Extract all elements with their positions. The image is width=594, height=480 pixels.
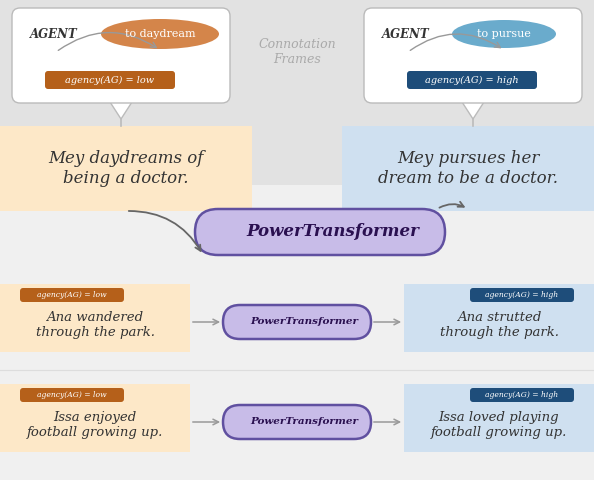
- FancyBboxPatch shape: [20, 388, 124, 402]
- Text: Mey daydreams of
being a doctor.: Mey daydreams of being a doctor.: [48, 150, 204, 187]
- Text: PowerTransformer: PowerTransformer: [246, 224, 419, 240]
- FancyBboxPatch shape: [342, 126, 594, 211]
- FancyBboxPatch shape: [45, 71, 175, 89]
- Text: Connotation
Frames: Connotation Frames: [258, 38, 336, 66]
- FancyBboxPatch shape: [20, 288, 124, 302]
- Text: Ana strutted
through the park.: Ana strutted through the park.: [440, 311, 558, 339]
- Text: Issa loved playing
football growing up.: Issa loved playing football growing up.: [431, 411, 567, 439]
- Text: PowerTransformer: PowerTransformer: [251, 418, 358, 427]
- FancyBboxPatch shape: [223, 305, 371, 339]
- Polygon shape: [462, 102, 484, 119]
- Text: to daydream: to daydream: [125, 29, 195, 39]
- FancyBboxPatch shape: [364, 8, 582, 103]
- Text: agency(AG) = high: agency(AG) = high: [485, 291, 558, 299]
- Text: AGENT: AGENT: [382, 27, 429, 40]
- FancyBboxPatch shape: [404, 384, 594, 452]
- Text: Issa enjoyed
football growing up.: Issa enjoyed football growing up.: [27, 411, 163, 439]
- Text: agency(AG) = high: agency(AG) = high: [425, 75, 519, 84]
- Text: to pursue: to pursue: [477, 29, 531, 39]
- Text: AGENT: AGENT: [30, 27, 78, 40]
- Text: Mey pursues her
dream to be a doctor.: Mey pursues her dream to be a doctor.: [378, 150, 558, 187]
- Text: agency(AG) = low: agency(AG) = low: [65, 75, 154, 84]
- FancyBboxPatch shape: [195, 209, 445, 255]
- Text: agency(AG) = low: agency(AG) = low: [37, 391, 107, 399]
- FancyBboxPatch shape: [0, 126, 252, 211]
- Text: agency(AG) = high: agency(AG) = high: [485, 391, 558, 399]
- FancyBboxPatch shape: [223, 405, 371, 439]
- FancyBboxPatch shape: [404, 284, 594, 352]
- FancyBboxPatch shape: [407, 71, 537, 89]
- FancyBboxPatch shape: [0, 185, 594, 480]
- FancyBboxPatch shape: [470, 388, 574, 402]
- Ellipse shape: [101, 19, 219, 49]
- Polygon shape: [110, 102, 132, 119]
- Text: agency(AG) = low: agency(AG) = low: [37, 291, 107, 299]
- Ellipse shape: [452, 20, 556, 48]
- Text: PowerTransformer: PowerTransformer: [251, 317, 358, 326]
- FancyBboxPatch shape: [470, 288, 574, 302]
- FancyBboxPatch shape: [0, 284, 190, 352]
- Text: Ana wandered
through the park.: Ana wandered through the park.: [36, 311, 154, 339]
- FancyBboxPatch shape: [0, 384, 190, 452]
- FancyBboxPatch shape: [0, 0, 594, 215]
- FancyBboxPatch shape: [12, 8, 230, 103]
